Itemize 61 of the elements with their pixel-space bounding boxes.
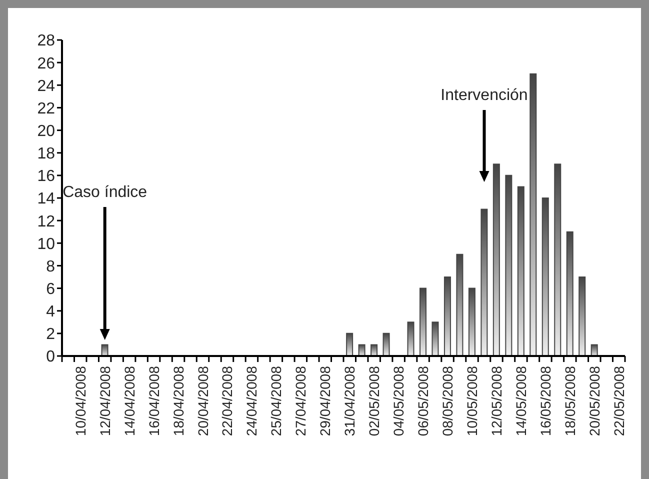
x-tick-label: 10/05/2008 <box>464 366 480 436</box>
bar <box>492 164 500 356</box>
bar <box>468 288 476 356</box>
x-tick-label: 10/04/2008 <box>72 366 88 436</box>
y-tick-label: 24 <box>37 78 56 95</box>
y-tick-label: 0 <box>46 348 56 366</box>
bar <box>407 322 414 356</box>
x-tick-label: 31/04/2008 <box>342 366 358 436</box>
bar <box>432 322 439 356</box>
bar <box>382 332 390 356</box>
x-tick-label: 20/04/2008 <box>194 366 211 436</box>
bar <box>358 344 366 356</box>
y-tick-label: 28 <box>37 32 56 50</box>
y-tick-label: 8 <box>46 258 56 276</box>
annotation: Intervención <box>440 87 528 104</box>
bar <box>370 344 378 356</box>
y-tick-label: 2 <box>46 326 56 344</box>
x-tick-label: 06/05/2008 <box>415 366 432 436</box>
x-tick-label: 08/05/2008 <box>440 366 456 436</box>
x-tick-label: 27/04/2008 <box>292 366 309 436</box>
x-tick-label: 12/04/2008 <box>96 366 113 436</box>
x-tick-label: 18/05/2008 <box>562 366 578 436</box>
y-tick-label: 12 <box>37 213 56 230</box>
y-tick-label: 6 <box>46 280 56 298</box>
bar <box>444 276 451 356</box>
y-tick-label: 18 <box>37 146 56 163</box>
bar <box>456 254 464 356</box>
bar <box>517 186 524 356</box>
x-tick-label: 12/05/2008 <box>488 366 504 436</box>
bar <box>419 288 426 356</box>
x-tick-label: 04/05/2008 <box>390 366 407 436</box>
bar <box>566 231 574 356</box>
bar <box>101 344 108 356</box>
x-tick-label: 16/04/2008 <box>146 366 162 436</box>
x-tick-label: 02/05/2008 <box>366 366 382 436</box>
y-tick-label: 14 <box>37 190 56 208</box>
x-tick-label: 18/04/2008 <box>170 366 186 436</box>
bar <box>542 198 549 356</box>
bar <box>530 73 537 356</box>
x-tick-label: 25/04/2008 <box>268 366 284 436</box>
y-tick-label: 20 <box>37 122 56 140</box>
bar <box>480 208 488 356</box>
bar <box>578 276 586 356</box>
y-tick-label: 26 <box>37 55 56 72</box>
y-tick-label: 16 <box>37 168 56 186</box>
x-tick-label: 20/05/2008 <box>586 366 602 436</box>
y-tick-label: 4 <box>46 304 56 321</box>
bar <box>590 344 598 356</box>
x-tick-label: 14/05/2008 <box>512 366 529 436</box>
x-tick-label: 22/04/2008 <box>219 366 236 436</box>
x-tick-label: 29/04/2008 <box>317 366 334 436</box>
x-tick-label: 16/05/2008 <box>537 366 554 436</box>
x-tick-label: 14/04/2008 <box>121 366 138 436</box>
bar <box>346 332 354 356</box>
bar <box>554 164 562 356</box>
y-tick-label: 22 <box>37 100 56 118</box>
y-tick-label: 10 <box>37 236 56 253</box>
x-tick-label: 24/04/2008 <box>244 366 260 436</box>
annotation: Caso índice <box>62 184 148 201</box>
x-tick-label: 22/05/2008 <box>610 366 627 436</box>
bar <box>505 174 512 356</box>
